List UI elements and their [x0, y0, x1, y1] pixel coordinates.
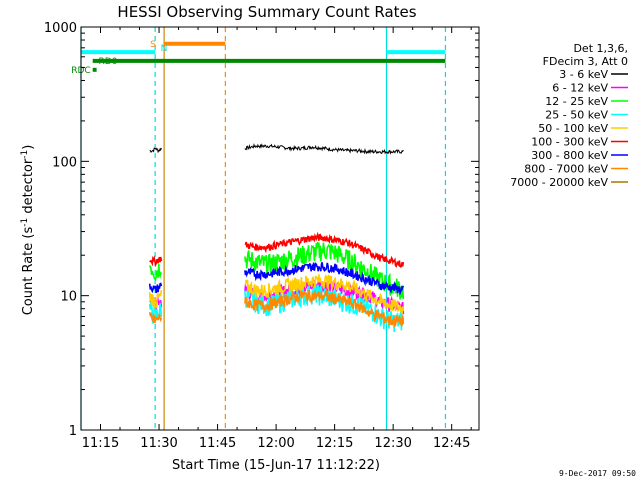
x-tick-label-1: 11:30 [140, 436, 177, 451]
legend-label-1: 6 - 12 keV [552, 82, 608, 95]
x-axis-label: Start Time (15-Jun-17 11:12:22) [172, 458, 380, 473]
y-tick-label-3: 1000 [44, 21, 77, 36]
series-7-segment-1 [244, 288, 405, 329]
series-4-segment-0 [148, 289, 163, 310]
x-tick-label-5: 12:30 [374, 436, 411, 451]
legend-label-4: 50 - 100 keV [538, 122, 608, 135]
x-tick-label-2: 11:45 [199, 436, 236, 451]
legend-label-8: 7000 - 20000 keV [510, 176, 608, 189]
x-tick-label-3: 12:00 [257, 436, 294, 451]
series-2-segment-1 [244, 242, 405, 300]
status-label-s: S [150, 40, 156, 50]
y-axis-ticks: 1 10 100 1000 [44, 21, 479, 439]
plot-frame [80, 26, 480, 431]
legend-label-0: 3 - 6 keV [559, 68, 608, 81]
series-4-segment-1 [244, 274, 405, 315]
series-0-segment-1 [244, 143, 404, 156]
y-axis-label-main: Count Rate (s [21, 227, 36, 316]
status-label-rd0: RD0 [99, 57, 118, 67]
y-tick-label-0: 1 [69, 424, 77, 439]
y-axis-label-sup2: -1 [20, 150, 30, 159]
status-label-n: N [161, 44, 168, 54]
legend-label-5: 100 - 300 keV [531, 136, 608, 149]
y-axis-label: Count Rate (s-1 detector-1) [20, 145, 36, 316]
x-tick-label-6: 12:45 [433, 436, 470, 451]
x-tick-label-4: 12:15 [316, 436, 353, 451]
y-axis-label-sup1: -1 [20, 218, 30, 227]
legend-label-7: 800 - 7000 keV [524, 163, 608, 176]
series-2-segment-0 [148, 263, 163, 281]
series-6-segment-0 [148, 282, 163, 294]
legend-label-6: 300 - 800 keV [531, 149, 608, 162]
legend-header-0: Det 1,3,6, [573, 42, 628, 55]
series-0-segment-0 [149, 147, 162, 154]
series-6-segment-1 [244, 262, 405, 296]
x-tick-label-0: 11:15 [82, 436, 119, 451]
series-5-segment-0 [149, 255, 163, 268]
timestamp: 9-Dec-2017 09:50 [559, 469, 636, 478]
legend-label-2: 12 - 25 keV [545, 95, 608, 108]
y-tick-label-1: 10 [60, 290, 77, 305]
series-5-segment-1 [244, 231, 405, 268]
x-axis-ticks: 11:15 11:30 11:45 12:00 12:15 12:30 12:45 [80, 27, 472, 451]
y-axis-label-mid: detector [21, 158, 36, 218]
legend-header-1: FDecim 3, Att 0 [543, 55, 628, 68]
y-tick-label-2: 100 [52, 155, 77, 170]
data-series [148, 143, 405, 333]
legend-label-3: 25 - 50 keV [545, 109, 608, 122]
chart-title: HESSI Observing Summary Count Rates [117, 3, 416, 21]
series-7-segment-0 [148, 312, 163, 324]
y-axis-label-end: ) [21, 145, 36, 150]
